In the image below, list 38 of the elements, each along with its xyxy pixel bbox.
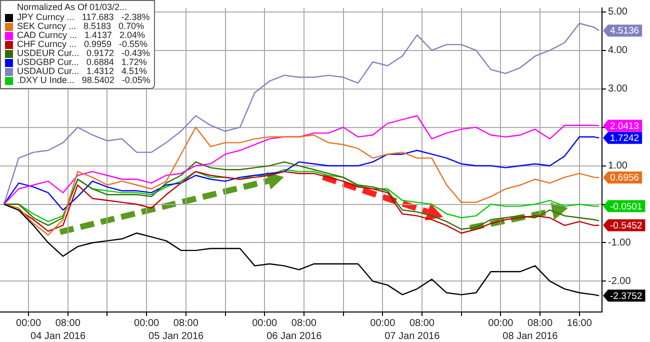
legend-label: USDEUR Cur... 0.9172 -0.43% [17,48,150,58]
legend-label: JPY Curncy ... 117.683 -2.38% [17,12,150,22]
x-tick-label: 16:00 [566,318,592,329]
legend-label: SEK Curncy ... 8.5183 0.70% [17,21,144,31]
legend-label: USDGBP Cur... 0.6884 1.72% [17,57,147,67]
data-label: -0.0501 [610,201,642,212]
legend-label: .DXY U Inde... 98.5402 -0.05% [17,75,150,85]
x-tick-label: 08:00 [291,318,317,329]
x-tick-label: 08:00 [528,318,553,329]
x2-tick-label: 08 Jan 2016 [502,330,558,342]
y-tick-label: -2.00 [608,276,632,287]
x2-tick-label: 07 Jan 2016 [384,330,440,342]
x-tick-label: 00:00 [252,318,278,329]
x-tick-label: 08:00 [409,318,435,329]
y-tick-label: 3.00 [608,84,628,95]
y-tick-label: 5.00 [608,6,628,18]
x2-tick-label: 06 Jan 2016 [266,330,322,342]
legend-label: CAD Curncy ... 1.4137 2.04% [17,30,146,40]
y-tick-label: 1.00 [608,160,628,172]
x-tick-label: 08:00 [55,318,81,329]
x-tick-label: 00:00 [488,318,514,329]
data-label: 0.6956 [610,172,640,184]
x-tick-label: 08:00 [173,318,199,329]
x2-tick-label: 04 Jan 2016 [30,330,86,342]
x-tick-label: 00:00 [134,318,160,329]
x2-tick-label: 05 Jan 2016 [148,330,204,342]
y-tick-label: 4.00 [608,45,628,56]
legend-label: CHF Curncy ... 0.9959 -0.55% [17,39,148,49]
legend-label: USDAUD Cur... 1.4312 4.51% [17,66,148,76]
data-label: 2.0413 [610,120,640,132]
data-label: 4.5136 [610,26,640,37]
x-tick-label: 00:00 [16,318,42,329]
data-label: -0.5452 [610,220,642,232]
data-label: -2.3752 [610,290,642,302]
y-tick-label: -1.00 [608,237,632,248]
x-tick-label: 00:00 [370,318,396,329]
legend-title: Normalized As Of 01/03/2... [16,2,128,12]
data-label: 1.7242 [610,133,640,144]
